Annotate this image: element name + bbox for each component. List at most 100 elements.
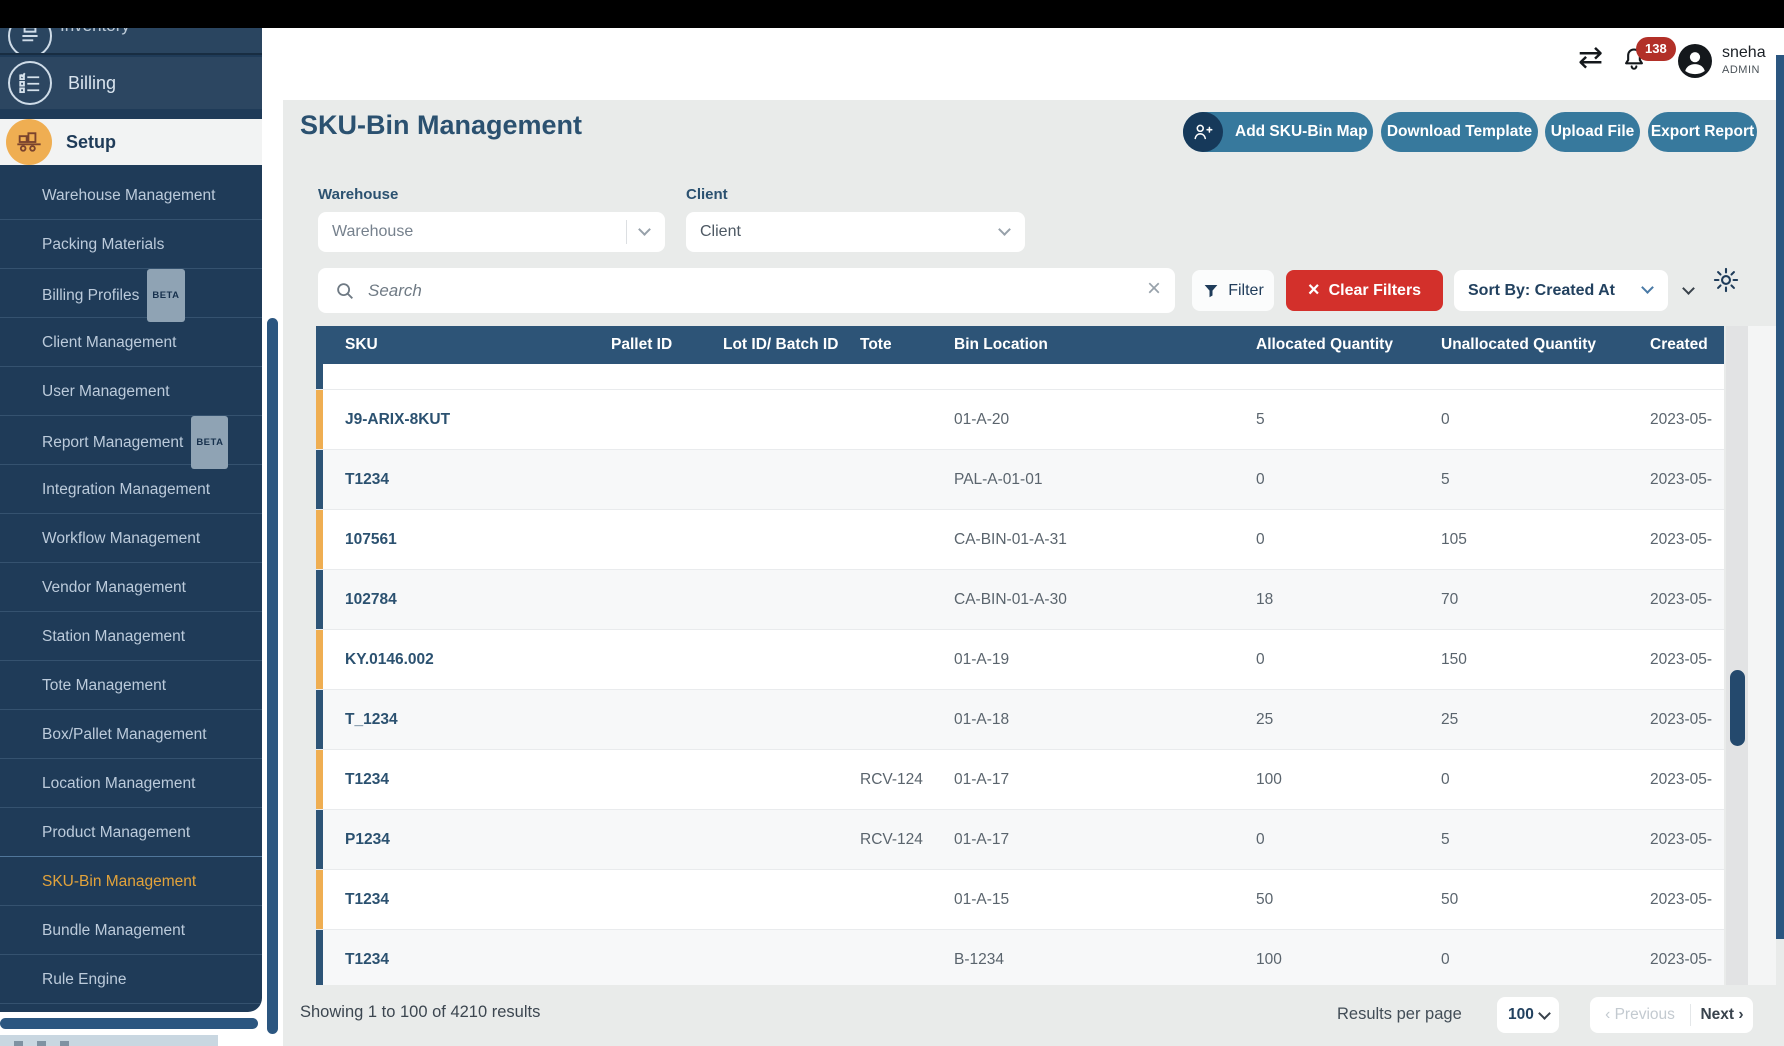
sidebar-item-vendor-management[interactable]: Vendor Management bbox=[0, 563, 262, 612]
sidebar-item-rule-engine[interactable]: Rule Engine bbox=[0, 955, 262, 1004]
sidebar-item-inventory[interactable]: Inventory bbox=[0, 28, 262, 55]
export-report-button[interactable]: Export Report bbox=[1648, 112, 1757, 152]
search-clear-icon[interactable]: × bbox=[1146, 275, 1161, 302]
table-scrollbar-track[interactable] bbox=[1726, 326, 1748, 985]
warehouse-filter-label: Warehouse bbox=[318, 186, 399, 203]
search-bar: × bbox=[318, 268, 1175, 313]
chevron-down-icon bbox=[998, 223, 1011, 236]
beta-badge: BETA bbox=[191, 416, 229, 469]
row-accent-bar bbox=[316, 870, 323, 929]
sidebar-item-tote-management[interactable]: Tote Management bbox=[0, 661, 262, 710]
user-role: ADMIN bbox=[1722, 64, 1760, 76]
sidebar-item-station-management[interactable]: Station Management bbox=[0, 612, 262, 661]
column-header: SKU bbox=[345, 336, 378, 353]
table-row[interactable]: J9-ARIX-8KUT 01-A-20 5 0 2023-05- bbox=[316, 390, 1724, 450]
warehouse-select[interactable]: Warehouse bbox=[318, 212, 665, 252]
sidebar-item-billing[interactable]: Billing bbox=[0, 57, 262, 109]
table-row[interactable]: 102784 CA-BIN-01-A-30 18 70 2023-05- bbox=[316, 570, 1724, 630]
table-row[interactable]: T1234 RCV-124 01-A-17 100 0 2023-05- bbox=[316, 750, 1724, 810]
next-page-button[interactable]: Next › bbox=[1700, 1006, 1744, 1023]
gear-icon[interactable] bbox=[1712, 266, 1740, 299]
table-row[interactable]: KY.0146.002 01-A-19 0 150 2023-05- bbox=[316, 630, 1724, 690]
sidebar-item-packing-materials[interactable]: Packing Materials bbox=[0, 220, 262, 269]
add-sku-bin-map-button[interactable]: Add SKU-Bin Map bbox=[1183, 112, 1373, 152]
column-header: Bin Location bbox=[954, 336, 1048, 353]
page-size-select[interactable]: 100 bbox=[1497, 997, 1559, 1033]
results-summary: Showing 1 to 100 of 4210 results bbox=[300, 1003, 541, 1021]
browser-artifact bbox=[0, 1035, 218, 1046]
setup-submenu: Warehouse Management Packing Materials B… bbox=[0, 171, 262, 1004]
billing-checklist-icon bbox=[8, 61, 52, 105]
sidebar: Inventory Billing Setup Warehouse Manage… bbox=[0, 28, 262, 1012]
sidebar-item-setup[interactable]: Setup bbox=[0, 119, 262, 165]
sidebar-item-report-management[interactable]: Report Management BETA bbox=[0, 416, 262, 469]
setup-machine-icon bbox=[6, 119, 52, 165]
download-template-button[interactable]: Download Template bbox=[1381, 112, 1538, 152]
beta-badge: BETA bbox=[147, 269, 185, 322]
sort-by-select[interactable]: Sort By: Created At bbox=[1454, 270, 1668, 311]
table-header: SKU Pallet ID Lot ID/ Batch ID Tote Bin … bbox=[316, 326, 1724, 364]
sidebar-item-label: Inventory bbox=[60, 28, 130, 36]
upload-file-button[interactable]: Upload File bbox=[1545, 112, 1640, 152]
sidebar-item-client-management[interactable]: Client Management bbox=[0, 318, 262, 367]
sidebar-item-warehouse-management[interactable]: Warehouse Management bbox=[0, 171, 262, 220]
table-row-partial bbox=[316, 364, 1724, 390]
column-header: Created bbox=[1650, 336, 1708, 353]
client-filter-label: Client bbox=[686, 186, 728, 203]
sidebar-item-label: Setup bbox=[66, 131, 117, 152]
inventory-icon bbox=[8, 28, 52, 53]
results-per-page-label: Results per page bbox=[1337, 1005, 1462, 1023]
chevron-down-icon bbox=[1641, 281, 1654, 294]
column-header: Unallocated Quantity bbox=[1441, 336, 1597, 353]
page-scrollbar[interactable] bbox=[1776, 55, 1784, 939]
search-input[interactable] bbox=[368, 280, 1088, 301]
chevron-down-icon bbox=[638, 223, 651, 236]
sidebar-horizontal-scrollbar[interactable] bbox=[0, 1018, 258, 1029]
sidebar-item-sku-bin-management[interactable]: SKU-Bin Management bbox=[0, 857, 262, 906]
table-row[interactable]: T1234 PAL-A-01-01 0 5 2023-05- bbox=[316, 450, 1724, 510]
close-icon: × bbox=[1307, 279, 1320, 301]
column-header: Pallet ID bbox=[611, 336, 673, 353]
clear-filters-button[interactable]: × Clear Filters bbox=[1286, 270, 1443, 311]
row-accent-bar bbox=[316, 810, 323, 869]
sidebar-item-box-pallet-management[interactable]: Box/Pallet Management bbox=[0, 710, 262, 759]
notification-count-badge: 138 bbox=[1636, 37, 1676, 61]
sidebar-item-bundle-management[interactable]: Bundle Management bbox=[0, 906, 262, 955]
row-accent-bar bbox=[316, 690, 323, 749]
sidebar-item-product-management[interactable]: Product Management bbox=[0, 808, 262, 857]
chevron-down-icon bbox=[1538, 1007, 1551, 1020]
sidebar-vertical-scrollbar[interactable] bbox=[267, 318, 278, 1034]
sidebar-item-location-management[interactable]: Location Management bbox=[0, 759, 262, 808]
sidebar-item-integration-management[interactable]: Integration Management bbox=[0, 465, 262, 514]
row-accent-bar bbox=[316, 630, 323, 689]
app-header bbox=[262, 28, 1784, 100]
search-icon bbox=[337, 282, 353, 299]
sidebar-item-billing-profiles[interactable]: Billing Profiles BETA bbox=[0, 269, 262, 322]
sidebar-item-workflow-management[interactable]: Workflow Management bbox=[0, 514, 262, 563]
table-row[interactable]: T_1234 01-A-18 25 25 2023-05- bbox=[316, 690, 1724, 750]
person-plus-icon bbox=[1183, 112, 1223, 152]
row-accent-bar bbox=[316, 390, 323, 449]
pagination-control: ‹ Previous Next › bbox=[1590, 997, 1753, 1033]
table-scrollbar-thumb[interactable] bbox=[1730, 670, 1745, 746]
table-row[interactable]: 107561 CA-BIN-01-A-31 0 105 2023-05- bbox=[316, 510, 1724, 570]
table-row[interactable]: P1234 RCV-124 01-A-17 0 5 2023-05- bbox=[316, 810, 1724, 870]
swap-arrows-icon[interactable]: ⇄ bbox=[1578, 41, 1604, 74]
table-row[interactable]: T1234 B-1234 100 0 2023-05- bbox=[316, 930, 1724, 985]
user-name: sneha bbox=[1722, 44, 1766, 61]
sidebar-item-user-management[interactable]: User Management bbox=[0, 367, 262, 416]
column-header: Tote bbox=[860, 336, 892, 353]
row-accent-bar bbox=[316, 930, 323, 985]
column-header: Lot ID/ Batch ID bbox=[723, 336, 839, 353]
table-row[interactable]: T1234 01-A-15 50 50 2023-05- bbox=[316, 870, 1724, 930]
filter-button[interactable]: Filter bbox=[1192, 270, 1274, 311]
row-accent-bar bbox=[316, 510, 323, 569]
column-header: Allocated Quantity bbox=[1256, 336, 1393, 353]
client-select[interactable]: Client bbox=[686, 212, 1025, 252]
row-accent-bar bbox=[316, 750, 323, 809]
row-accent-bar bbox=[316, 450, 323, 509]
sku-bin-table: SKU Pallet ID Lot ID/ Batch ID Tote Bin … bbox=[316, 326, 1724, 985]
sidebar-item-label: Billing bbox=[68, 72, 117, 93]
previous-page-button[interactable]: ‹ Previous bbox=[1605, 1006, 1675, 1023]
user-avatar[interactable] bbox=[1678, 44, 1712, 78]
